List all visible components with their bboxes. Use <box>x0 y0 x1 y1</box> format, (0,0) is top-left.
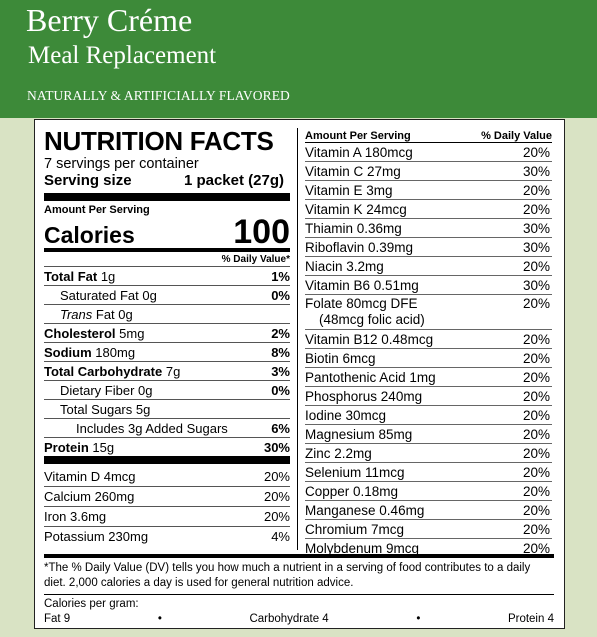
vitamin-row: Zinc 2.2mg 20% <box>305 444 552 463</box>
mineral-row-calcium: Calcium 260mg 20% <box>44 486 290 506</box>
nutrition-facts-panel: NUTRITION FACTS 7 servings per container… <box>34 119 565 629</box>
vitamin-row: Thiamin 0.36mg 30% <box>305 219 552 238</box>
calories-value: 100 <box>233 213 290 251</box>
nutrition-main-column: NUTRITION FACTS 7 servings per container… <box>44 126 290 546</box>
vitamin-row: Vitamin E 3mg 20% <box>305 181 552 200</box>
nutrient-row-protein: Protein 15g 30% <box>44 437 290 456</box>
calories-per-gram: Calories per gram: Fat 9 • Carbohydrate … <box>44 594 554 627</box>
vitamin-row-folate: Folate 80mcg DFE (48mcg folic acid) 20% <box>305 295 552 330</box>
vitamin-row: Vitamin C 27mg 30% <box>305 162 552 181</box>
vitamin-row: Iodine 30mcg 20% <box>305 406 552 425</box>
vitamin-row: Niacin 3.2mg 20% <box>305 257 552 276</box>
serving-size-value: 1 packet (27g) <box>183 172 284 189</box>
divider-thick <box>44 193 290 201</box>
mineral-row-iron: Iron 3.6mg 20% <box>44 506 290 526</box>
nutrient-row-cholesterol: Cholesterol 5mg 2% <box>44 323 290 342</box>
serving-size-label: Serving size <box>44 172 132 189</box>
serving-size: Serving size 1 packet (27g) <box>44 172 290 190</box>
vitamin-row: Vitamin B12 0.48mcg 20% <box>305 330 552 349</box>
divider-thick <box>44 456 290 464</box>
nutrient-row-total-carbohydrate: Total Carbohydrate 7g 3% <box>44 361 290 380</box>
column-divider <box>297 128 298 550</box>
vitamin-row: Vitamin K 24mcg 20% <box>305 200 552 219</box>
vitamin-row: Magnesium 85mg 20% <box>305 425 552 444</box>
nutrition-facts-heading: NUTRITION FACTS <box>44 126 274 156</box>
servings-per-container: 7 servings per container <box>44 156 199 172</box>
vitamin-row: Manganese 0.46mg 20% <box>305 501 552 520</box>
flavor-statement: NATURALLY & ARTIFICIALLY FLAVORED <box>27 88 290 103</box>
vitamin-row: Selenium 11mcg 20% <box>305 463 552 482</box>
calories-per-gram-values: Fat 9 • Carbohydrate 4 • Protein 4 <box>44 611 554 627</box>
vitamin-row: Vitamin B6 0.51mg 30% <box>305 276 552 295</box>
nutrient-row-total-sugars: Total Sugars 5g <box>44 399 290 418</box>
nutrient-row-sodium: Sodium 180mg 8% <box>44 342 290 361</box>
calories-label: Calories <box>44 222 135 248</box>
vitamin-row: Chromium 7mcg 20% <box>305 520 552 539</box>
footnote-text: *The % Daily Value (DV) tells you how mu… <box>44 562 531 589</box>
nutrient-row-total-fat: Total Fat 1g 1% <box>44 266 290 285</box>
bullet-separator: • <box>416 613 421 625</box>
calories-per-gram-label: Calories per gram: <box>44 598 139 610</box>
protein-calories: Protein 4 <box>507 613 554 625</box>
product-title: Berry Créme <box>26 2 193 38</box>
mineral-row-vitamin-d: Vitamin D 4mcg 20% <box>44 469 290 484</box>
amount-per-serving-label: Amount Per Serving <box>44 204 150 216</box>
vitamin-row: Biotin 6mcg 20% <box>305 349 552 368</box>
nutrient-row-added-sugars: Includes 3g Added Sugars 6% <box>44 418 290 437</box>
vitamin-row: Molybdenum 9mcg 20% <box>305 540 550 556</box>
mineral-row-potassium: Potassium 230mg 4% <box>44 526 290 546</box>
vitamin-row: Copper 0.18mg 20% <box>305 482 552 501</box>
vitamin-row: Phosphorus 240mg 20% <box>305 387 552 406</box>
carbohydrate-calories: Carbohydrate 4 <box>249 613 329 625</box>
bullet-separator: • <box>157 613 162 625</box>
product-header: Berry Créme Meal Replacement NATURALLY &… <box>0 0 597 118</box>
fat-calories: Fat 9 <box>44 613 71 625</box>
vitamin-row: Riboflavin 0.39mg 30% <box>305 238 552 257</box>
daily-value-footnote: *The % Daily Value (DV) tells you how mu… <box>44 554 554 627</box>
product-subtitle: Meal Replacement <box>28 42 217 69</box>
calories-row: Calories 100 <box>44 213 290 251</box>
nutrient-row-saturated-fat: Saturated Fat 0g 0% <box>44 285 290 304</box>
vitamin-row: Pantothenic Acid 1mg 20% <box>305 368 552 387</box>
nutrient-row-trans-fat: Trans Fat 0g <box>44 304 290 323</box>
vitamins-header: Amount Per Serving % Daily Value <box>305 126 552 143</box>
daily-value-header: % Daily Value* <box>44 248 290 266</box>
nutrient-row-dietary-fiber: Dietary Fiber 0g 0% <box>44 380 290 399</box>
vitamin-row: Vitamin A 180mcg 20% <box>305 143 552 162</box>
vitamins-column: Amount Per Serving % Daily Value Vitamin… <box>305 126 552 557</box>
